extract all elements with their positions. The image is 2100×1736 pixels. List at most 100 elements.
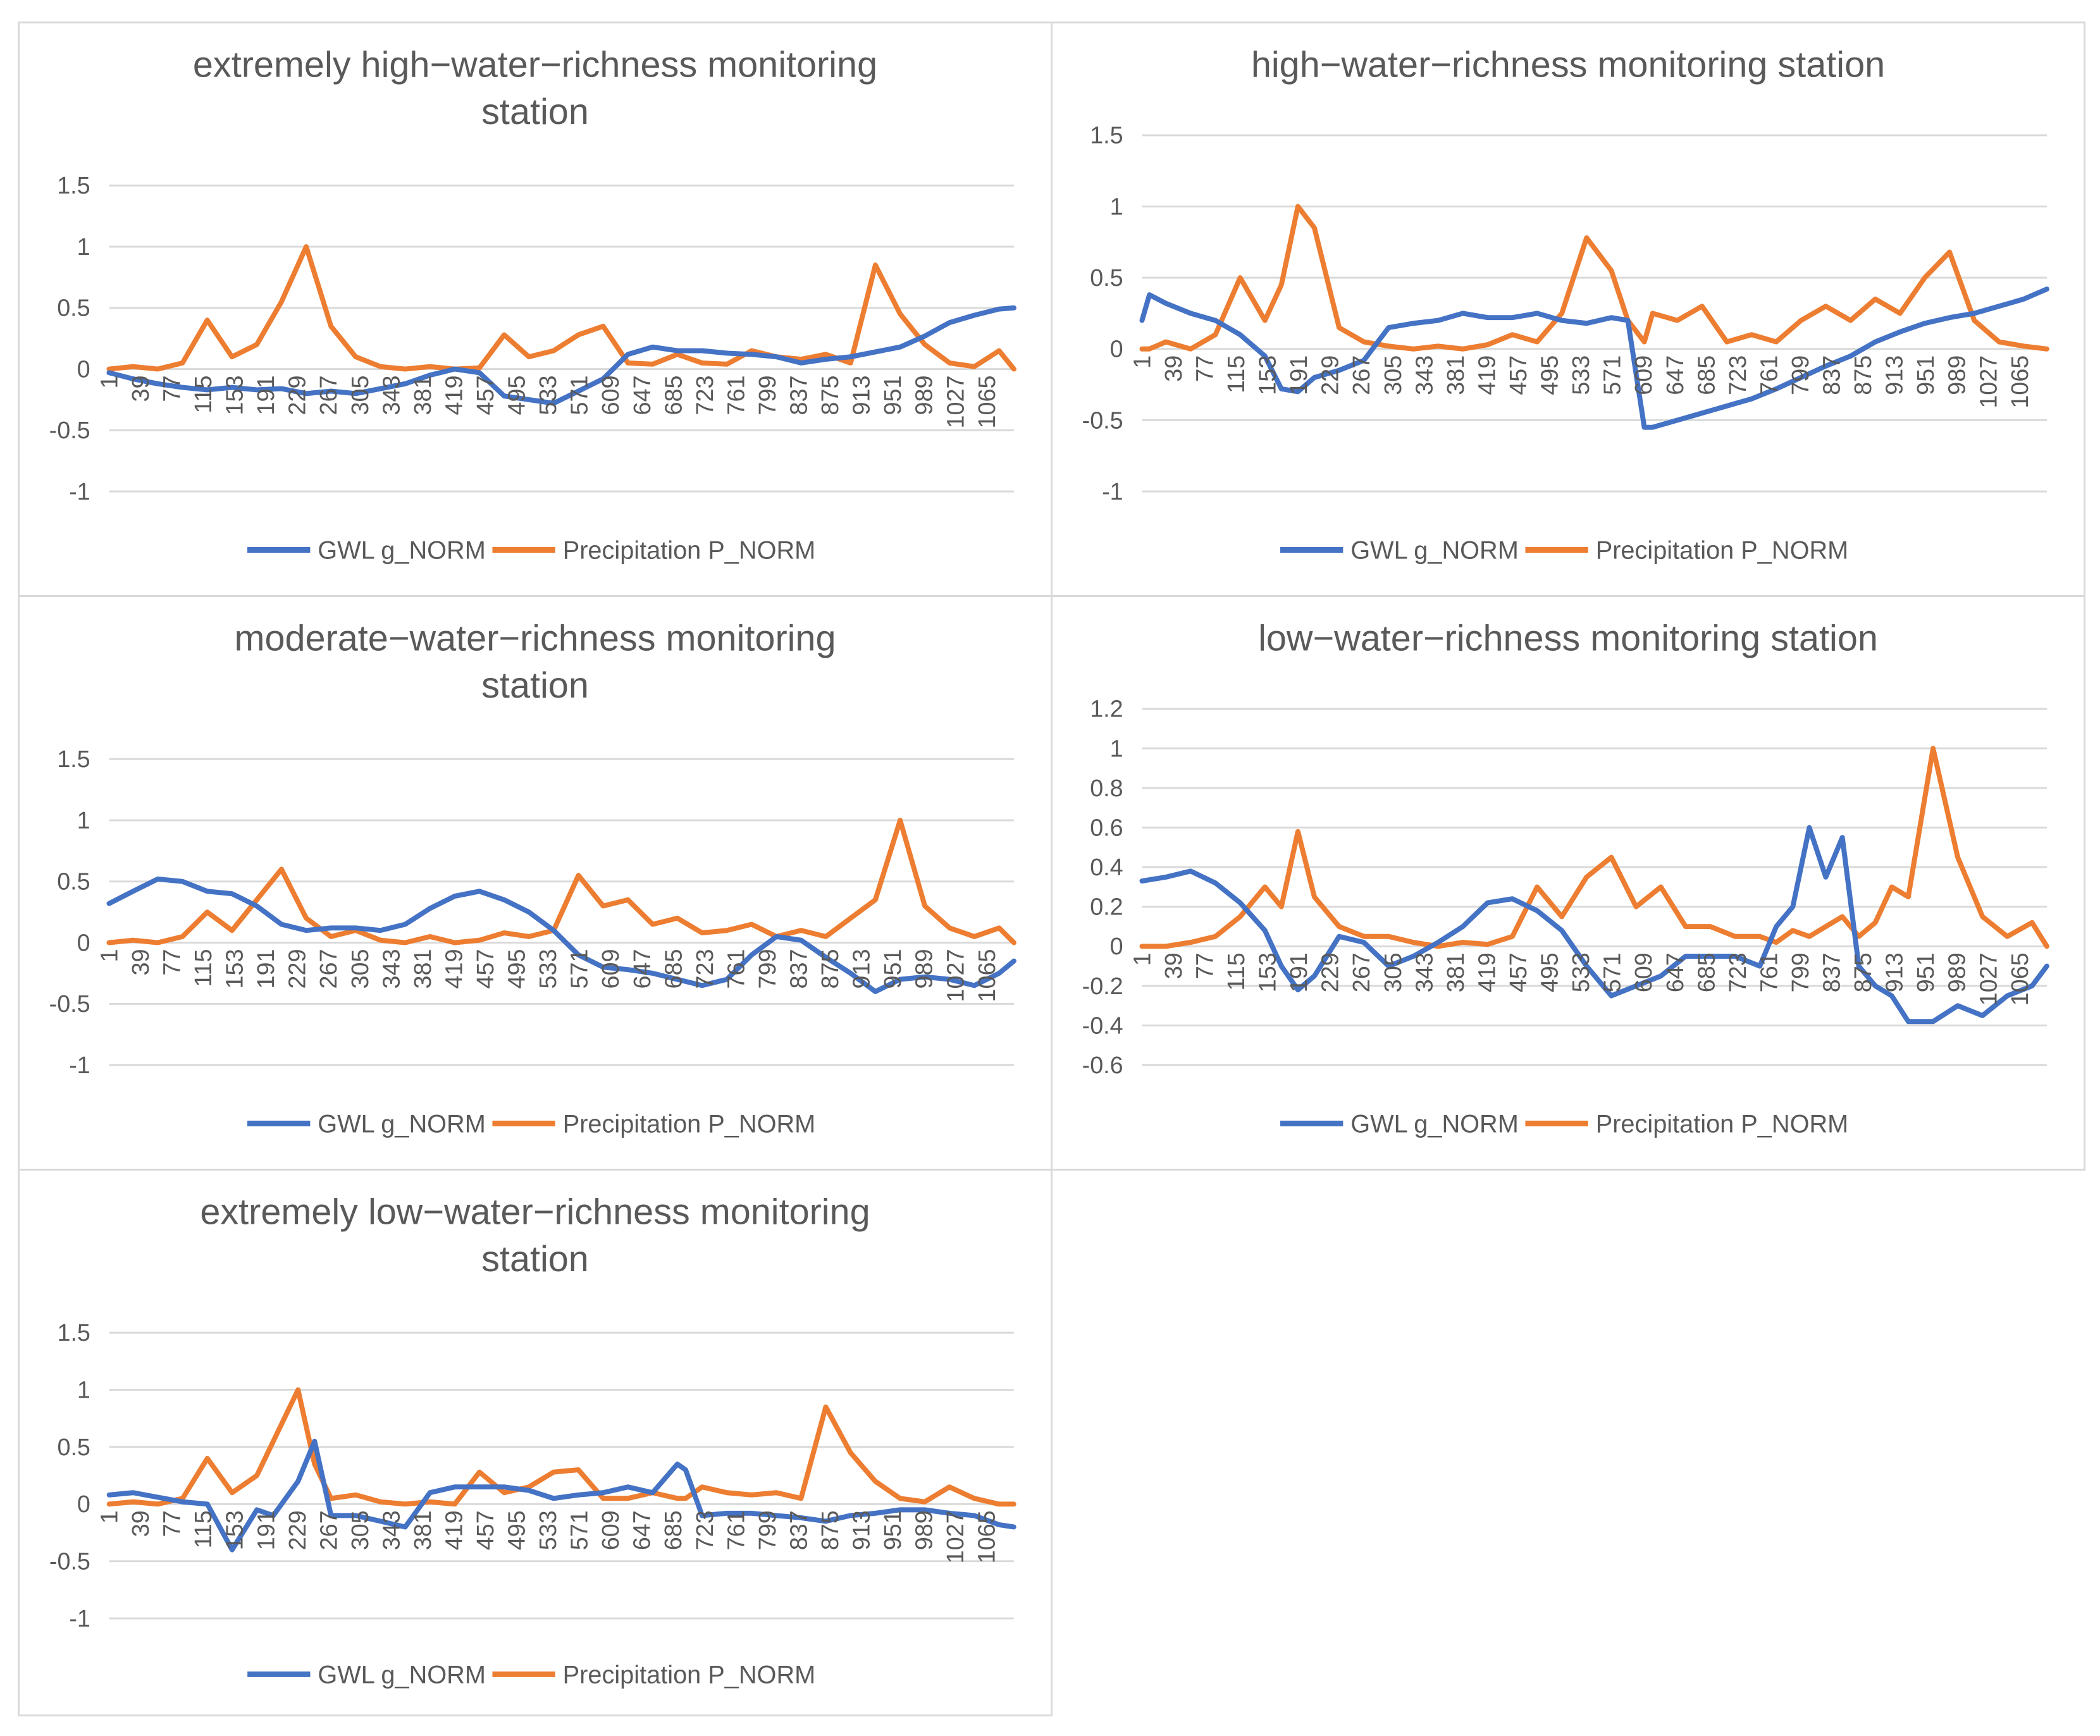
x-tick-label: 1: [1128, 355, 1155, 369]
chart-title-line: low−water−richness monitoring station: [1258, 618, 1878, 658]
x-tick-label: 609: [1630, 952, 1657, 992]
x-tick-label: 495: [1536, 355, 1563, 395]
x-tick-label: 419: [440, 949, 467, 989]
y-tick-label: 0: [1110, 336, 1123, 362]
series-line-precipitation: [106, 244, 1016, 372]
y-tick-label: 1.5: [57, 746, 90, 772]
x-tick-label: 1: [96, 1510, 123, 1524]
x-tick-label: 381: [409, 376, 436, 416]
x-tick-label: 799: [754, 376, 781, 416]
series-line-precipitation: [1139, 746, 2049, 949]
chart-panel-extremely-high: extremely high−water−richness monitoring…: [18, 22, 1053, 597]
x-tick-label: 419: [441, 1510, 467, 1550]
x-tick-label: 951: [879, 1510, 906, 1550]
legend-label-precipitation: Precipitation P_NORM: [1596, 1110, 1849, 1138]
legend: GWL g_NORM Precipitation P_NORM: [247, 1110, 815, 1138]
x-tick-label: 267: [315, 949, 342, 989]
legend-label-gwl: GWL g_NORM: [318, 1661, 486, 1689]
x-tick-label: 913: [848, 1510, 874, 1550]
x-tick-label: 229: [1317, 355, 1343, 395]
y-tick-label: -0.2: [1082, 973, 1123, 999]
y-tick-label: 0.5: [57, 295, 90, 321]
x-tick-label: 267: [1348, 952, 1374, 992]
x-tick-label: 191: [1285, 355, 1312, 395]
x-tick-label: 267: [1348, 355, 1374, 395]
x-tick-label: 913: [1881, 952, 1908, 992]
x-tick-label: 533: [534, 1510, 561, 1550]
x-tick-label: 1027: [942, 949, 968, 1002]
x-tick-label: 39: [127, 949, 154, 976]
x-tick-label: 799: [1787, 952, 1813, 992]
x-tick-label: 837: [1819, 952, 1845, 992]
x-tick-label: 39: [1160, 355, 1187, 382]
x-tick-label: 647: [1662, 952, 1688, 992]
x-tick-label: 115: [190, 376, 216, 414]
x-tick-label: 685: [660, 376, 686, 416]
y-tick-label: 0.8: [1090, 775, 1123, 801]
x-tick-label: 457: [472, 1510, 498, 1550]
x-tick-label: 191: [252, 376, 279, 416]
x-tick-label: 1065: [2006, 952, 2033, 1006]
x-tick-label: 153: [1254, 952, 1281, 992]
x-tick-label: 799: [754, 1510, 781, 1550]
y-tick-label: -0.5: [49, 990, 90, 1017]
y-tick-label: 1.5: [57, 172, 90, 199]
x-tick-label: 381: [1442, 952, 1469, 992]
x-tick-label: 153: [1254, 355, 1281, 395]
y-tick-label: -0.6: [1082, 1052, 1123, 1078]
legend-label-precipitation: Precipitation P_NORM: [1596, 536, 1849, 564]
y-tick-label: -0.5: [49, 417, 90, 443]
legend-label-precipitation: Precipitation P_NORM: [563, 1110, 816, 1138]
x-tick-label: 571: [566, 949, 593, 989]
x-tick-label: 419: [1473, 355, 1500, 395]
y-tick-label: 1: [77, 807, 90, 834]
y-tick-label: 0: [77, 355, 90, 382]
x-tick-label: 305: [347, 949, 373, 989]
x-tick-label: 761: [1755, 952, 1782, 992]
y-tick-label: 0: [1110, 933, 1123, 959]
x-tick-label: 39: [1160, 952, 1187, 979]
x-tick-label: 1065: [973, 376, 1000, 429]
x-tick-label: 875: [817, 1510, 843, 1550]
x-tick-label: 913: [848, 949, 875, 989]
y-tick-label: -1: [1102, 478, 1123, 505]
x-tick-label: 989: [1944, 952, 1970, 992]
x-tick-label: 229: [284, 1510, 311, 1550]
x-tick-label: 115: [1223, 355, 1249, 393]
x-tick-label: 723: [691, 376, 718, 416]
chart-svg: moderate−water−richness monitoring statio…: [49, 618, 1016, 1138]
x-tick-label: 1065: [2006, 355, 2033, 409]
x-tick-label: 761: [1755, 355, 1782, 395]
x-tick-label: 647: [629, 376, 655, 416]
x-tick-label: 951: [879, 949, 906, 989]
y-tick-label: 0.5: [1090, 264, 1123, 291]
x-tick-label: 951: [1912, 355, 1939, 395]
chart-svg: extremely high−water−richness monitoring…: [49, 44, 1016, 564]
x-tick-label: 685: [660, 949, 686, 989]
x-tick-label: 457: [1505, 355, 1531, 395]
x-tick-label: 115: [190, 949, 216, 987]
x-tick-label: 685: [1693, 355, 1719, 395]
x-tick-label: 1065: [973, 949, 1000, 1002]
x-tick-label: 191: [1285, 952, 1312, 992]
x-tick-label: 267: [315, 376, 342, 416]
x-tick-label: 1027: [1975, 355, 2001, 409]
y-tick-label: 1: [1110, 193, 1123, 219]
x-tick-label: 799: [754, 949, 781, 989]
y-tick-label: 0.5: [57, 868, 90, 895]
x-tick-label: 951: [879, 376, 906, 416]
legend: GWL g_NORM Precipitation P_NORM: [1280, 536, 1848, 564]
x-tick-label: 343: [1411, 952, 1437, 992]
y-tick-label: 1.2: [1090, 696, 1123, 722]
x-tick-label: 571: [566, 376, 593, 416]
x-tick-label: 305: [347, 376, 373, 416]
series-line-precipitation: [1139, 204, 2049, 352]
legend-label-gwl: GWL g_NORM: [318, 1110, 486, 1138]
x-tick-label: 875: [817, 376, 843, 416]
x-tick-label: 799: [1787, 355, 1813, 395]
x-tick-label: 153: [221, 949, 248, 989]
x-tick-label: 77: [158, 949, 185, 976]
y-tick-label: -1: [69, 1052, 90, 1078]
x-tick-label: 609: [597, 1510, 624, 1550]
x-tick-label: 77: [159, 1510, 185, 1537]
